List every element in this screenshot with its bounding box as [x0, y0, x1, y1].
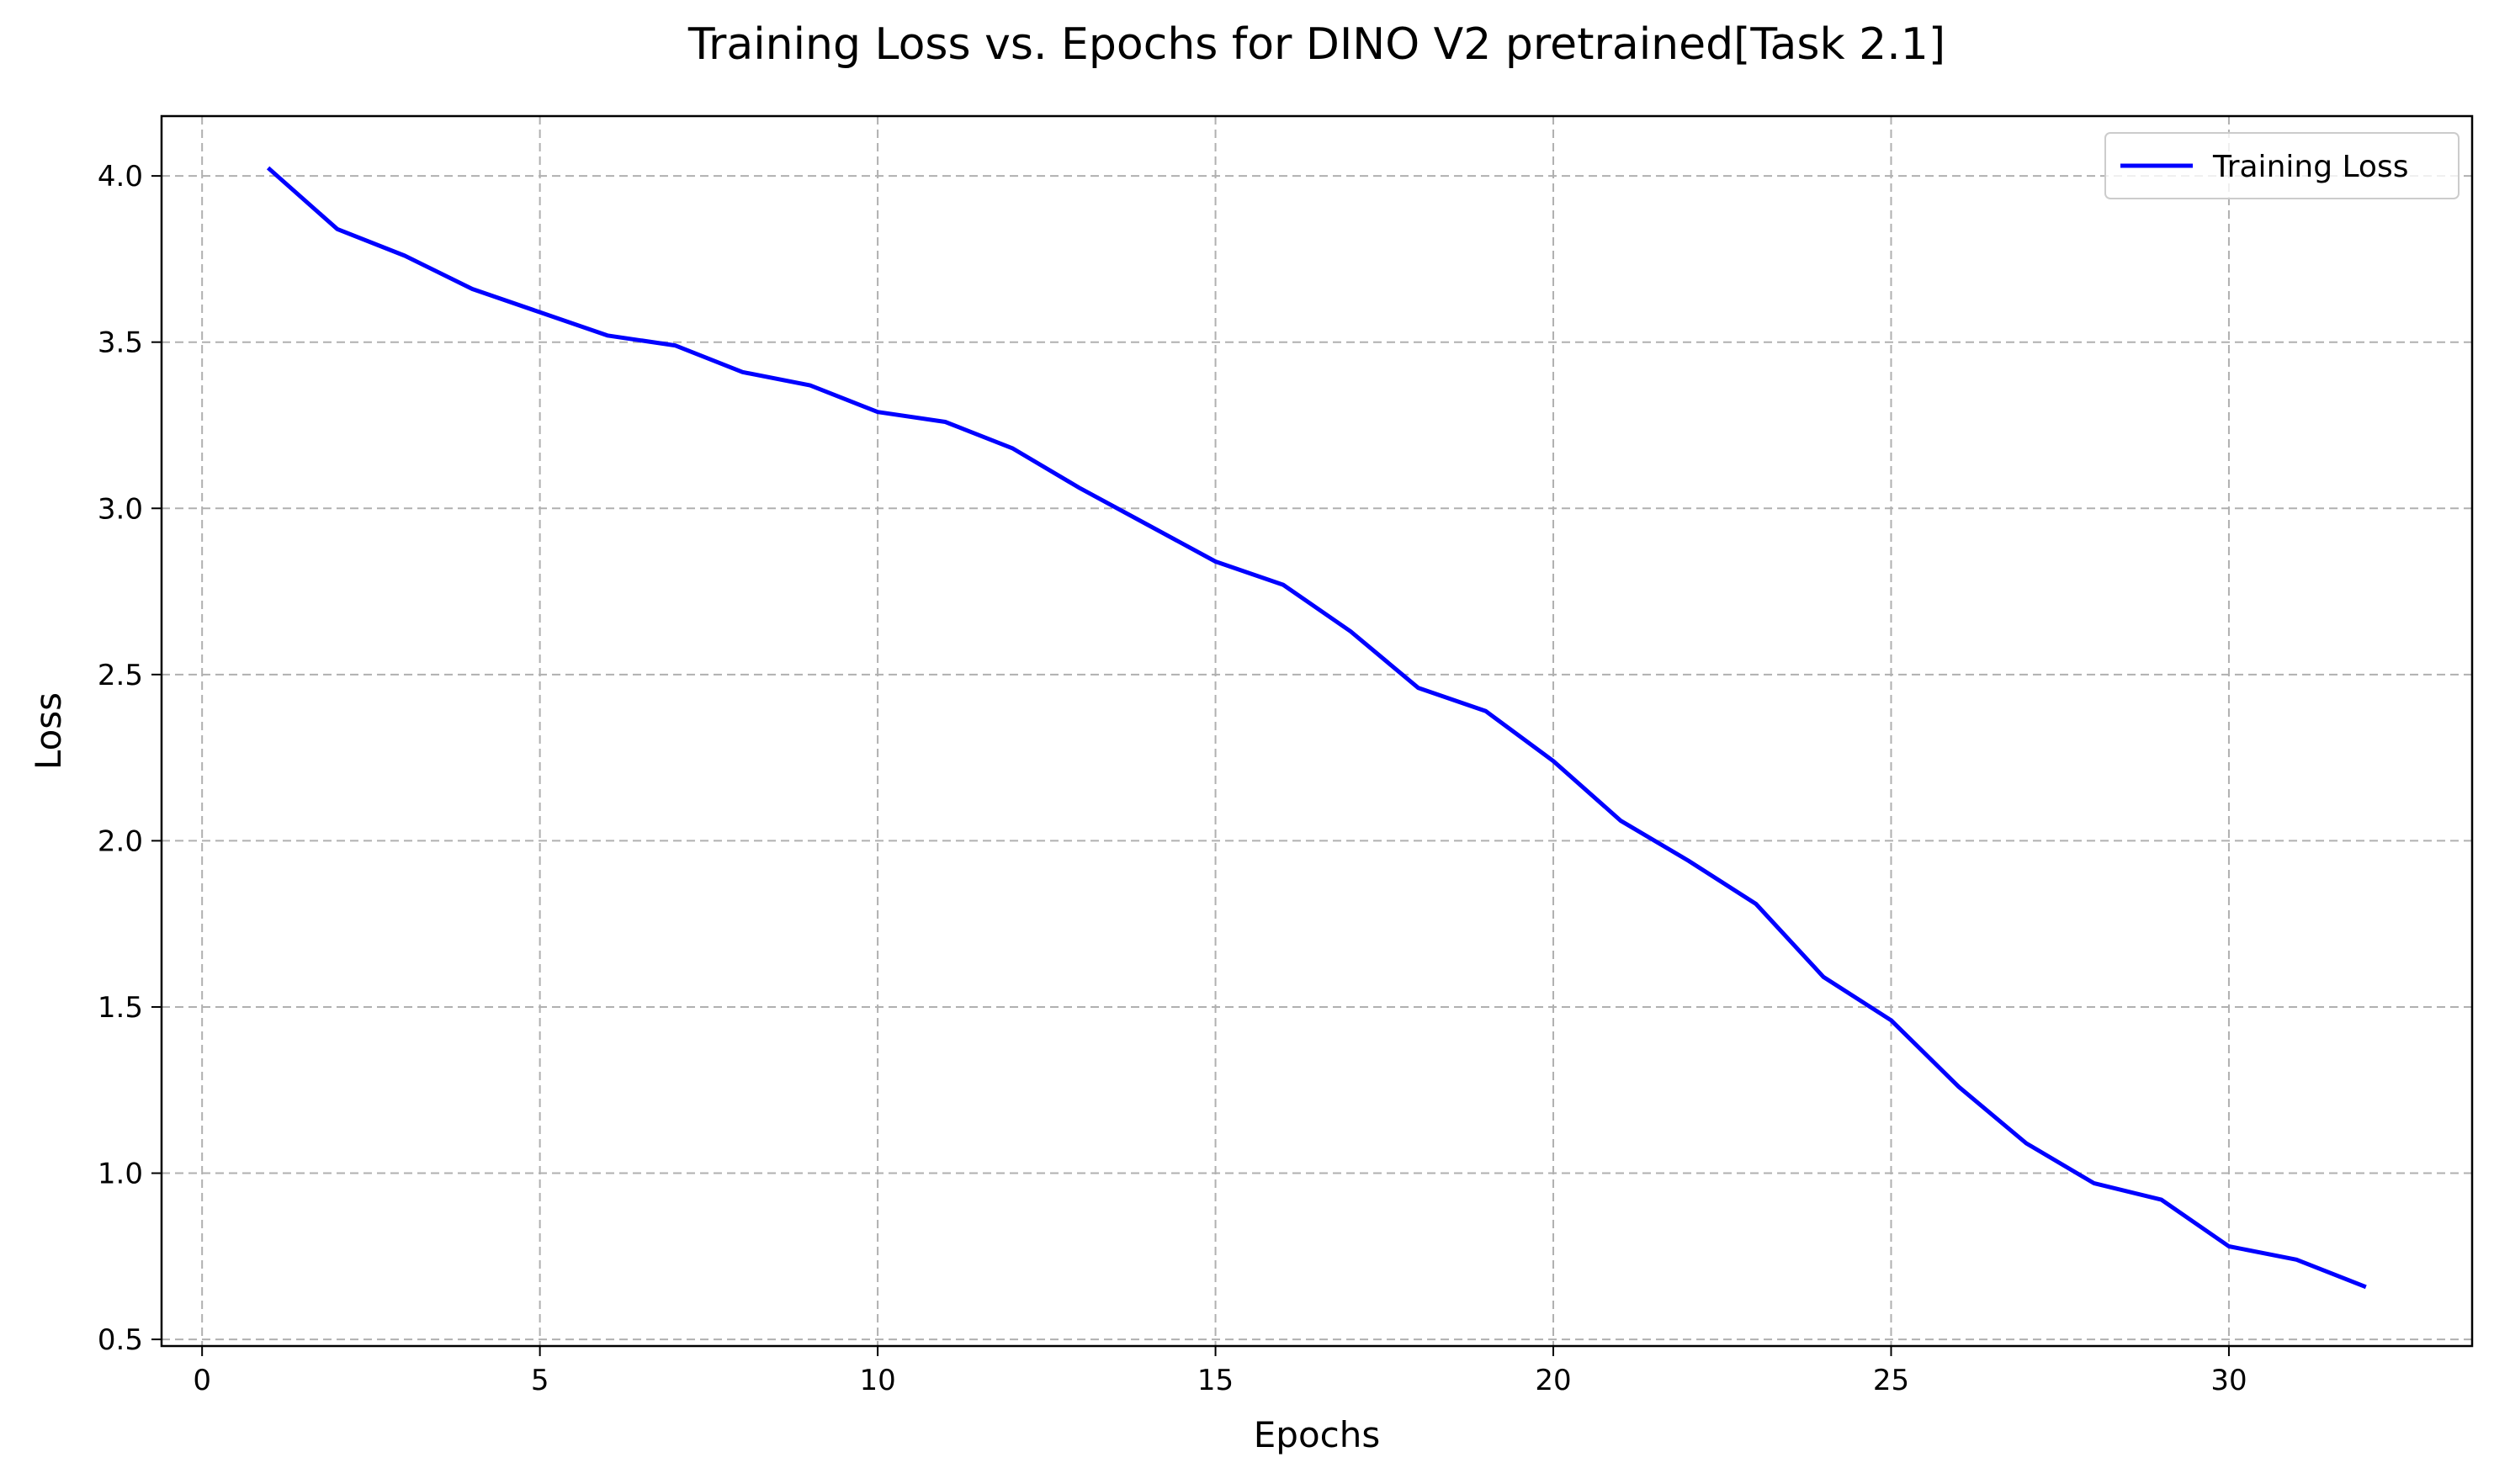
y-axis-ticks: 0.5 1.0 1.5 2.0 2.5 3.0 3.5 4.0: [98, 160, 162, 1357]
data-point: [808, 384, 812, 388]
data-point: [1754, 902, 1758, 906]
y-tick-label: 3.0: [98, 492, 143, 526]
y-tick-label: 1.5: [98, 991, 143, 1025]
data-point: [740, 370, 745, 374]
legend-box: [2104, 132, 2460, 199]
data-point: [1011, 447, 1015, 451]
data-point: [673, 343, 677, 347]
data-point: [1619, 819, 1623, 823]
data-point: [470, 287, 475, 291]
data-point: [1281, 583, 1285, 587]
data-point: [2295, 1258, 2299, 1262]
x-tick-label: 30: [2210, 1364, 2247, 1397]
legend-label: Training Loss: [2212, 150, 2408, 184]
y-tick-label: 4.0: [98, 160, 143, 193]
x-tick-label: 25: [1873, 1364, 1909, 1397]
data-point: [1349, 629, 1353, 633]
data-point: [268, 167, 272, 172]
data-point: [2226, 1244, 2231, 1248]
y-tick-label: 1.0: [98, 1158, 143, 1191]
y-tick-label: 3.5: [98, 326, 143, 360]
data-point: [1956, 1084, 1961, 1089]
data-point: [1078, 486, 1082, 490]
x-tick-label: 5: [531, 1364, 549, 1397]
data-point: [943, 420, 947, 424]
x-tick-label: 15: [1197, 1364, 1234, 1397]
y-tick-label: 0.5: [98, 1323, 143, 1357]
data-point: [1213, 559, 1218, 564]
data-point: [2024, 1141, 2029, 1145]
data-point: [538, 310, 542, 315]
chart-title: Training Loss vs. Epochs for DINO V2 pre…: [687, 19, 1945, 70]
y-axis-label: Loss: [28, 692, 69, 770]
data-point: [1822, 975, 1826, 979]
data-point: [2159, 1198, 2163, 1202]
x-tick-label: 20: [1535, 1364, 1571, 1397]
data-point: [2362, 1284, 2366, 1288]
data-point: [1146, 523, 1150, 527]
data-point: [335, 227, 339, 231]
data-point: [1552, 759, 1556, 763]
data-point: [1686, 859, 1690, 863]
series-layer: [266, 166, 2367, 1290]
training-loss-line: [266, 166, 2367, 1290]
legend: Training Loss: [2104, 132, 2460, 199]
x-axis-label: Epochs: [1254, 1414, 1381, 1455]
y-tick-label: 2.5: [98, 659, 143, 692]
grid: [162, 116, 2472, 1346]
plot-area-frame: [160, 114, 2474, 1348]
x-tick-label: 0: [193, 1364, 211, 1397]
data-point: [1889, 1018, 1893, 1022]
data-point: [1483, 709, 1488, 713]
data-point: [2092, 1181, 2096, 1185]
data-point: [403, 253, 407, 257]
x-axis-ticks: 0 5 10 15 20 25 30: [193, 1346, 2247, 1397]
y-tick-label: 2.0: [98, 824, 143, 858]
x-tick-label: 10: [859, 1364, 895, 1397]
data-point: [876, 410, 880, 414]
data-point: [605, 333, 609, 337]
data-point: [1416, 686, 1420, 690]
